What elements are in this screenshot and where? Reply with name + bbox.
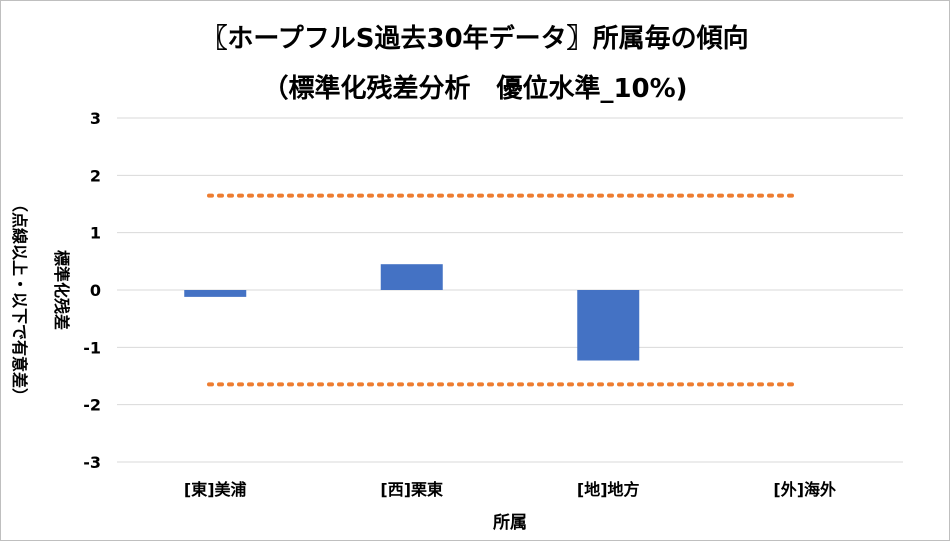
x-tick-label: [東]美浦: [184, 480, 247, 499]
x-axis-title: 所属: [493, 513, 527, 533]
y-tick-label: -2: [83, 396, 101, 415]
x-tick-label: [地]地方: [577, 480, 640, 499]
bar: [577, 290, 640, 361]
chart-title: 〖ホープフルS過去30年データ〗所属毎の傾向: [201, 24, 749, 54]
x-tick-label: [西]栗東: [380, 480, 443, 499]
y-tick-label: 0: [90, 281, 101, 300]
y-axis-title: 標準化残差: [52, 250, 71, 330]
y-tick-label: 2: [90, 166, 101, 185]
chart-subtitle: （標準化残差分析 優位水準_10%): [262, 74, 688, 104]
bar: [184, 290, 247, 297]
bar: [380, 264, 443, 290]
y-axis-note: （点線以上・以下で有意差）: [10, 196, 29, 404]
y-tick-label: 3: [90, 109, 101, 128]
y-tick-label: -1: [83, 338, 101, 357]
y-tick-label: -3: [83, 453, 101, 472]
x-tick-label: [外]海外: [773, 480, 836, 499]
y-tick-label: 1: [90, 224, 101, 243]
